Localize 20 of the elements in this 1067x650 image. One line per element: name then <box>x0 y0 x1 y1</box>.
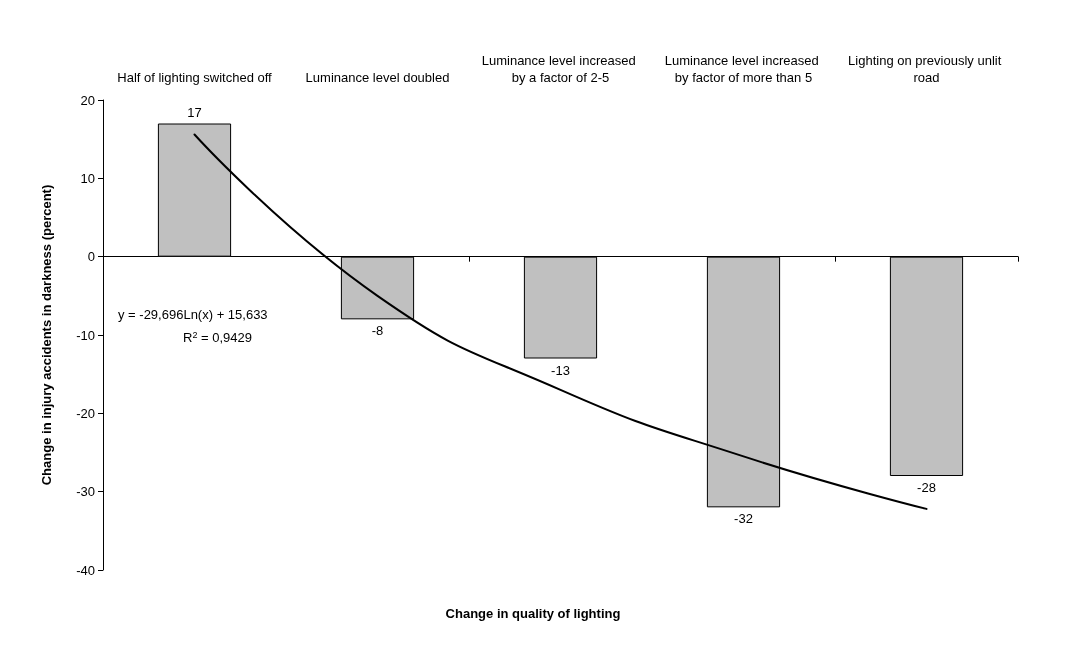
x-axis-title: Change in quality of lighting <box>445 606 621 621</box>
x-tick-label: Luminance level increased by a factor of 2-5 <box>481 53 640 85</box>
x-tick-label: Luminance level increased by factor of more than 5 <box>664 53 823 85</box>
data-label: -8 <box>371 323 384 339</box>
y-tick-label: 10 <box>80 170 95 186</box>
y-tick-label: 0 <box>87 249 95 265</box>
data-label: -32 <box>734 511 753 527</box>
y-tick-label: -20 <box>76 405 95 421</box>
x-tick-label: Half of lighting switched off <box>117 70 273 85</box>
y-tick-label: -10 <box>76 327 95 343</box>
x-tick-label: Lighting on previously unlit road <box>848 53 1005 85</box>
y-tick-label: -30 <box>76 484 95 500</box>
data-label: 17 <box>187 104 202 120</box>
data-label: -13 <box>551 362 570 378</box>
y-axis-title: Change in injury accidents in darkness (percent) <box>39 184 54 486</box>
data-label: -28 <box>917 480 936 495</box>
annotation: y = -29,696Ln(x) + 15,633 <box>118 307 268 322</box>
x-tick-label: Luminance level doubled <box>305 70 450 85</box>
y-tick-label: 20 <box>80 92 95 108</box>
y-tick-label: -40 <box>76 562 95 578</box>
